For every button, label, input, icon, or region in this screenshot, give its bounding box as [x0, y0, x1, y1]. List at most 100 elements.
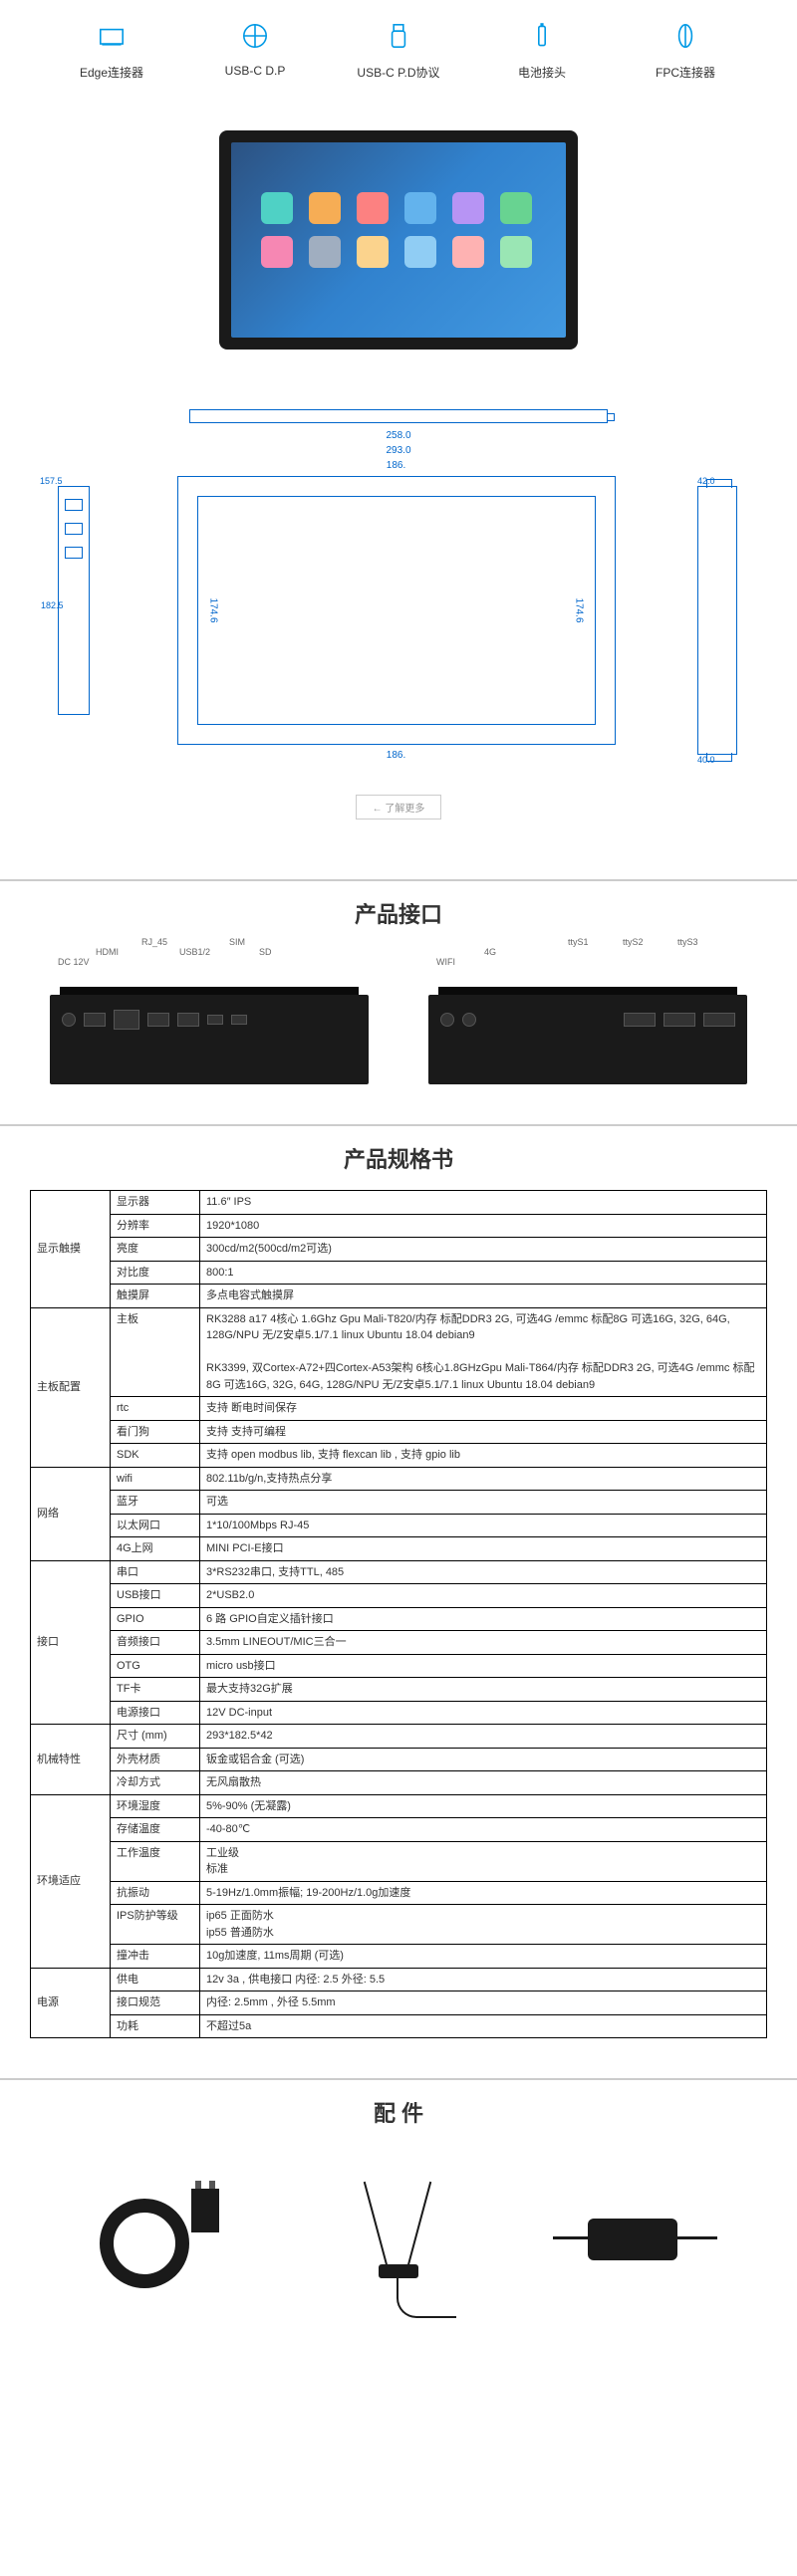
- port-usb: [147, 1013, 169, 1027]
- spec-subkey: 看门狗: [111, 1420, 200, 1444]
- spec-value: 300cd/m2(500cd/m2可选): [200, 1238, 767, 1262]
- table-row: 机械特性尺寸 (mm)293*182.5*42: [31, 1725, 767, 1749]
- label-usb: USB1/2: [179, 947, 210, 957]
- table-row: 接口规范内径: 2.5mm , 外径 5.5mm: [31, 1991, 767, 2015]
- table-row: SDK支持 open modbus lib, 支持 flexcan lib , …: [31, 1444, 767, 1468]
- front-view: 186. 174.6 174.6 186.: [105, 476, 687, 745]
- port-tty: [664, 1013, 695, 1027]
- spec-table: 显示触摸显示器11.6″ IPS分辨率1920*1080亮度300cd/m2(5…: [30, 1190, 767, 2038]
- spec-subkey: 对比度: [111, 1261, 200, 1285]
- label-dc12v: DC 12V: [58, 957, 90, 967]
- app-icon: [452, 192, 484, 224]
- dim-186: 186.: [387, 750, 405, 761]
- spec-value: 钣金或铝合金 (可选): [200, 1748, 767, 1771]
- battery-icon: [526, 20, 558, 52]
- port-outline: [65, 523, 83, 535]
- spec-subkey: 亮度: [111, 1238, 200, 1262]
- table-row: 环境适应环境湿度5%-90% (无凝露): [31, 1794, 767, 1818]
- spec-value: MINI PCI-E接口: [200, 1537, 767, 1561]
- front-frame: 174.6 174.6: [177, 476, 616, 745]
- port-tty: [624, 1013, 656, 1027]
- spec-subkey: rtc: [111, 1397, 200, 1421]
- table-row: TF卡最大支持32G扩展: [31, 1678, 767, 1702]
- port-sim: [207, 1015, 223, 1025]
- spec-subkey: 撞冲击: [111, 1945, 200, 1969]
- spec-table-wrap: 显示触摸显示器11.6″ IPS分辨率1920*1080亮度300cd/m2(5…: [0, 1190, 797, 2078]
- three-views: 157.5 182.5 186. 174.6 174.6 186. 42.0 4…: [40, 476, 757, 765]
- spec-value: 不超过5a: [200, 2014, 767, 2038]
- spec-category: 主板配置: [31, 1307, 111, 1467]
- spec-value: 工业级 标准: [200, 1841, 767, 1881]
- app-icon: [500, 236, 532, 268]
- spec-subkey: SDK: [111, 1444, 200, 1468]
- spec-subkey: 尺寸 (mm): [111, 1725, 200, 1749]
- spec-subkey: 4G上网: [111, 1537, 200, 1561]
- table-row: 主板配置主板RK3288 a17 4核心 1.6Ghz Gpu Mali-T82…: [31, 1307, 767, 1397]
- table-row: 看门狗支持 支持可编程: [31, 1420, 767, 1444]
- app-icon: [404, 236, 436, 268]
- antenna-icon: [339, 2179, 458, 2318]
- dim-186: 186.: [387, 460, 405, 471]
- interface-row: DC 12V HDMI RJ_45 USB1/2 SIM SD: [0, 965, 797, 1084]
- spec-subkey: 功耗: [111, 2014, 200, 2038]
- label-tty3: ttyS3: [677, 937, 698, 947]
- label-rj45: RJ_45: [141, 937, 167, 947]
- feature-battery: 电池接头: [487, 20, 597, 81]
- spec-value: 支持 断电时间保存: [200, 1397, 767, 1421]
- spec-category: 接口: [31, 1560, 111, 1725]
- dim-1746: 174.6: [574, 597, 585, 622]
- spec-subkey: 串口: [111, 1560, 200, 1584]
- spec-category: 机械特性: [31, 1725, 111, 1795]
- label-tty2: ttyS2: [623, 937, 644, 947]
- spec-value: ip65 正面防水 ip55 普通防水: [200, 1905, 767, 1945]
- tech-drawings: 258.0 293.0 157.5 182.5 186. 174.6 174.6…: [0, 389, 797, 879]
- spec-value: 可选: [200, 1491, 767, 1515]
- app-icon: [357, 192, 389, 224]
- spec-value: 支持 支持可编程: [200, 1420, 767, 1444]
- table-row: 网络wifi802.11b/g/n,支持热点分享: [31, 1467, 767, 1491]
- spec-subkey: TF卡: [111, 1678, 200, 1702]
- spec-subkey: 以太网口: [111, 1514, 200, 1537]
- table-row: 功耗不超过5a: [31, 2014, 767, 2038]
- port-usb: [177, 1013, 199, 1027]
- table-row: rtc支持 断电时间保存: [31, 1397, 767, 1421]
- feature-fpc: FPC连接器: [631, 20, 740, 81]
- label-4g: 4G: [484, 947, 496, 957]
- spec-subkey: 抗振动: [111, 1881, 200, 1905]
- spec-value: 11.6″ IPS: [200, 1191, 767, 1215]
- table-row: 电源接口12V DC-input: [31, 1701, 767, 1725]
- table-row: 蓝牙可选: [31, 1491, 767, 1515]
- accessories-row: [0, 2144, 797, 2383]
- app-grid: [231, 142, 566, 318]
- table-row: 冷却方式无风扇散热: [31, 1771, 767, 1795]
- table-row: 亮度300cd/m2(500cd/m2可选): [31, 1238, 767, 1262]
- spec-subkey: 冷却方式: [111, 1771, 200, 1795]
- spec-value: 802.11b/g/n,支持热点分享: [200, 1467, 767, 1491]
- spec-subkey: 分辨率: [111, 1214, 200, 1238]
- label-sim: SIM: [229, 937, 245, 947]
- side-view-right: 42.0 40.0: [697, 476, 757, 765]
- spec-value: 12v 3a , 供电接口 内径: 2.5 外径: 5.5: [200, 1968, 767, 1991]
- app-icon: [261, 236, 293, 268]
- side-panel: 182.5: [58, 486, 90, 715]
- table-row: GPIO6 路 GPIO自定义插针接口: [31, 1607, 767, 1631]
- table-row: 音频接口3.5mm LINEOUT/MIC三合一: [31, 1631, 767, 1655]
- fpc-icon: [669, 20, 701, 52]
- port-4g: [462, 1013, 476, 1027]
- accessory-antenna: [299, 2174, 498, 2323]
- spec-value: 最大支持32G扩展: [200, 1678, 767, 1702]
- table-row: 4G上网MINI PCI-E接口: [31, 1537, 767, 1561]
- table-row: 以太网口1*10/100Mbps RJ-45: [31, 1514, 767, 1537]
- spec-category: 电源: [31, 1968, 111, 2038]
- port-hdmi: [84, 1013, 106, 1027]
- port-outline: [65, 547, 83, 559]
- more-button[interactable]: ← 了解更多: [356, 795, 442, 820]
- spec-value: 800:1: [200, 1261, 767, 1285]
- usbpd-icon: [383, 20, 414, 52]
- spec-value: 支持 open modbus lib, 支持 flexcan lib , 支持 …: [200, 1444, 767, 1468]
- table-row: USB接口2*USB2.0: [31, 1584, 767, 1608]
- app-icon: [357, 236, 389, 268]
- feature-usbc-pd: USB-C P.D协议: [344, 20, 453, 81]
- spec-subkey: 显示器: [111, 1191, 200, 1215]
- spec-subkey: 工作温度: [111, 1841, 200, 1881]
